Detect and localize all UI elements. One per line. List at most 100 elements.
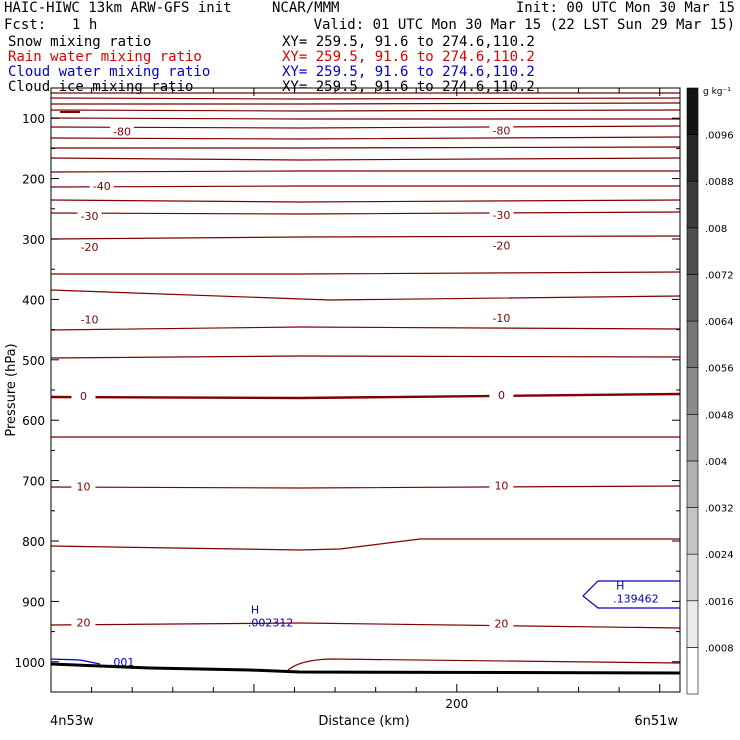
isotherm — [50, 157, 681, 161]
label-mask — [71, 389, 96, 403]
isotherm-label: 0 — [80, 390, 87, 403]
isotherm-label: -80 — [492, 124, 510, 137]
isotherm-label: -40 — [93, 180, 111, 193]
label-mask — [71, 615, 96, 629]
colorbar-label: .0024 — [705, 550, 734, 561]
isotherm — [50, 109, 681, 112]
isotherm — [50, 235, 681, 240]
valid-time: Valid: 01 UTC Mon 30 Mar 15 (22 LST Sun … — [313, 17, 735, 33]
isotherm-label: -80 — [113, 125, 131, 138]
isotherm — [50, 170, 680, 173]
field-name-cloud-ice: Cloud ice mixing ratio — [8, 79, 194, 95]
isotherm-label: 0 — [498, 389, 505, 402]
colorbar-swatch — [686, 227, 699, 275]
isotherm — [50, 97, 681, 100]
model-title: HAIC-HIWC 13km ARW-GFS init — [4, 0, 232, 16]
isotherm — [51, 102, 681, 105]
label-mask — [77, 239, 102, 253]
init-time: Init: 00 UTC Mon 30 Mar 15 — [515, 0, 735, 16]
y-tick-label: 800 — [22, 535, 45, 549]
colorbar-label: .0096 — [705, 131, 734, 142]
label-mask — [71, 479, 96, 493]
isotherm — [50, 117, 680, 120]
isotherm-zero — [50, 392, 681, 400]
x-end-label: 6n51w — [634, 714, 678, 729]
label-mask — [489, 238, 514, 252]
colorbar-swatch — [686, 507, 699, 555]
isotherm-label: -20 — [81, 241, 99, 254]
isotherm-label: -30 — [81, 210, 99, 223]
isotherm — [50, 538, 680, 551]
x-start-label: 4n53w — [50, 714, 94, 729]
isotherm-label: 20 — [494, 618, 508, 631]
label-mask — [110, 124, 135, 138]
y-tick-label: 600 — [22, 414, 45, 428]
cloud-water-contour — [582, 580, 680, 609]
isotherm — [51, 146, 681, 149]
colorbar-swatch — [686, 134, 699, 182]
x-axis-label: Distance (km) — [318, 714, 409, 729]
terrain-line — [50, 662, 681, 675]
colorbar-label: .0064 — [705, 317, 734, 328]
maximum-value: .002312 — [248, 617, 294, 630]
field-xy-snow: XY= 259.5, 91.6 to 274.6,110.2 — [282, 34, 535, 50]
y-tick-label: 900 — [22, 595, 45, 609]
field-name-snow: Snow mixing ratio — [8, 34, 152, 50]
label-mask — [489, 616, 514, 630]
isotherm-label: -10 — [492, 312, 510, 325]
isotherm-label: -30 — [492, 209, 510, 222]
colorbar-swatch — [686, 274, 699, 322]
colorbar-label: .0072 — [705, 270, 734, 281]
isotherm — [50, 185, 680, 188]
colorbar-swatch — [686, 320, 699, 368]
temperature-contours — [50, 92, 681, 671]
isotherm — [50, 125, 681, 129]
y-tick-label: 100 — [22, 112, 45, 126]
fcst-label: Fcst: — [4, 17, 47, 33]
maximum-value: .139462 — [613, 592, 659, 605]
y-tick-label: 400 — [22, 293, 45, 307]
colorbar-swatch — [686, 414, 699, 462]
colorbar-label: .0008 — [705, 643, 734, 654]
label-mask — [77, 312, 102, 326]
colorbar-unit: g kg⁻¹ — [703, 87, 731, 97]
colorbar-label: .004 — [705, 457, 727, 468]
colorbar-label: .0048 — [705, 410, 734, 421]
y-tick-label: 200 — [22, 173, 45, 187]
y-tick-label: 500 — [22, 354, 45, 368]
x-tick-label: 200 — [445, 697, 468, 711]
isotherm-label: 20 — [76, 617, 90, 630]
y-tick-label: 700 — [22, 475, 45, 489]
cloud-water-label: .001 — [110, 656, 135, 669]
colorbar-label: .008 — [705, 224, 727, 235]
label-mask — [77, 209, 102, 223]
isotherm-label: -20 — [492, 240, 510, 253]
field-xy-cloud-ice: XY= 259.5, 91.6 to 274.6,110.2 — [282, 79, 535, 95]
cloud-water-contour — [50, 658, 101, 665]
maximum-symbol: H — [251, 604, 259, 617]
isotherm — [50, 199, 681, 203]
colorbar-label: .0088 — [705, 177, 734, 188]
isotherm-label: 10 — [76, 481, 90, 494]
isotherm — [50, 289, 681, 301]
plot-border — [50, 87, 681, 693]
colorbar-swatch — [686, 87, 699, 135]
colorbar: .0008 .0016 .0024 .0032 .004 .0048 .0056 .0064.… — [686, 87, 734, 695]
isotherm — [50, 136, 681, 140]
colorbar-swatch — [686, 600, 699, 648]
label-mask — [489, 478, 514, 492]
isotherm — [50, 326, 681, 331]
colorbar-swatch — [686, 367, 699, 415]
colorbar-swatch — [686, 553, 699, 602]
colorbar-swatch — [686, 460, 699, 508]
label-mask — [489, 387, 514, 401]
colorbar-label: .0032 — [705, 504, 734, 515]
colorbar-swatch — [686, 180, 699, 229]
isotherm — [50, 485, 681, 489]
center-label: NCAR/MMM — [272, 0, 340, 16]
label-mask — [489, 207, 514, 221]
plot-frame — [50, 87, 681, 693]
